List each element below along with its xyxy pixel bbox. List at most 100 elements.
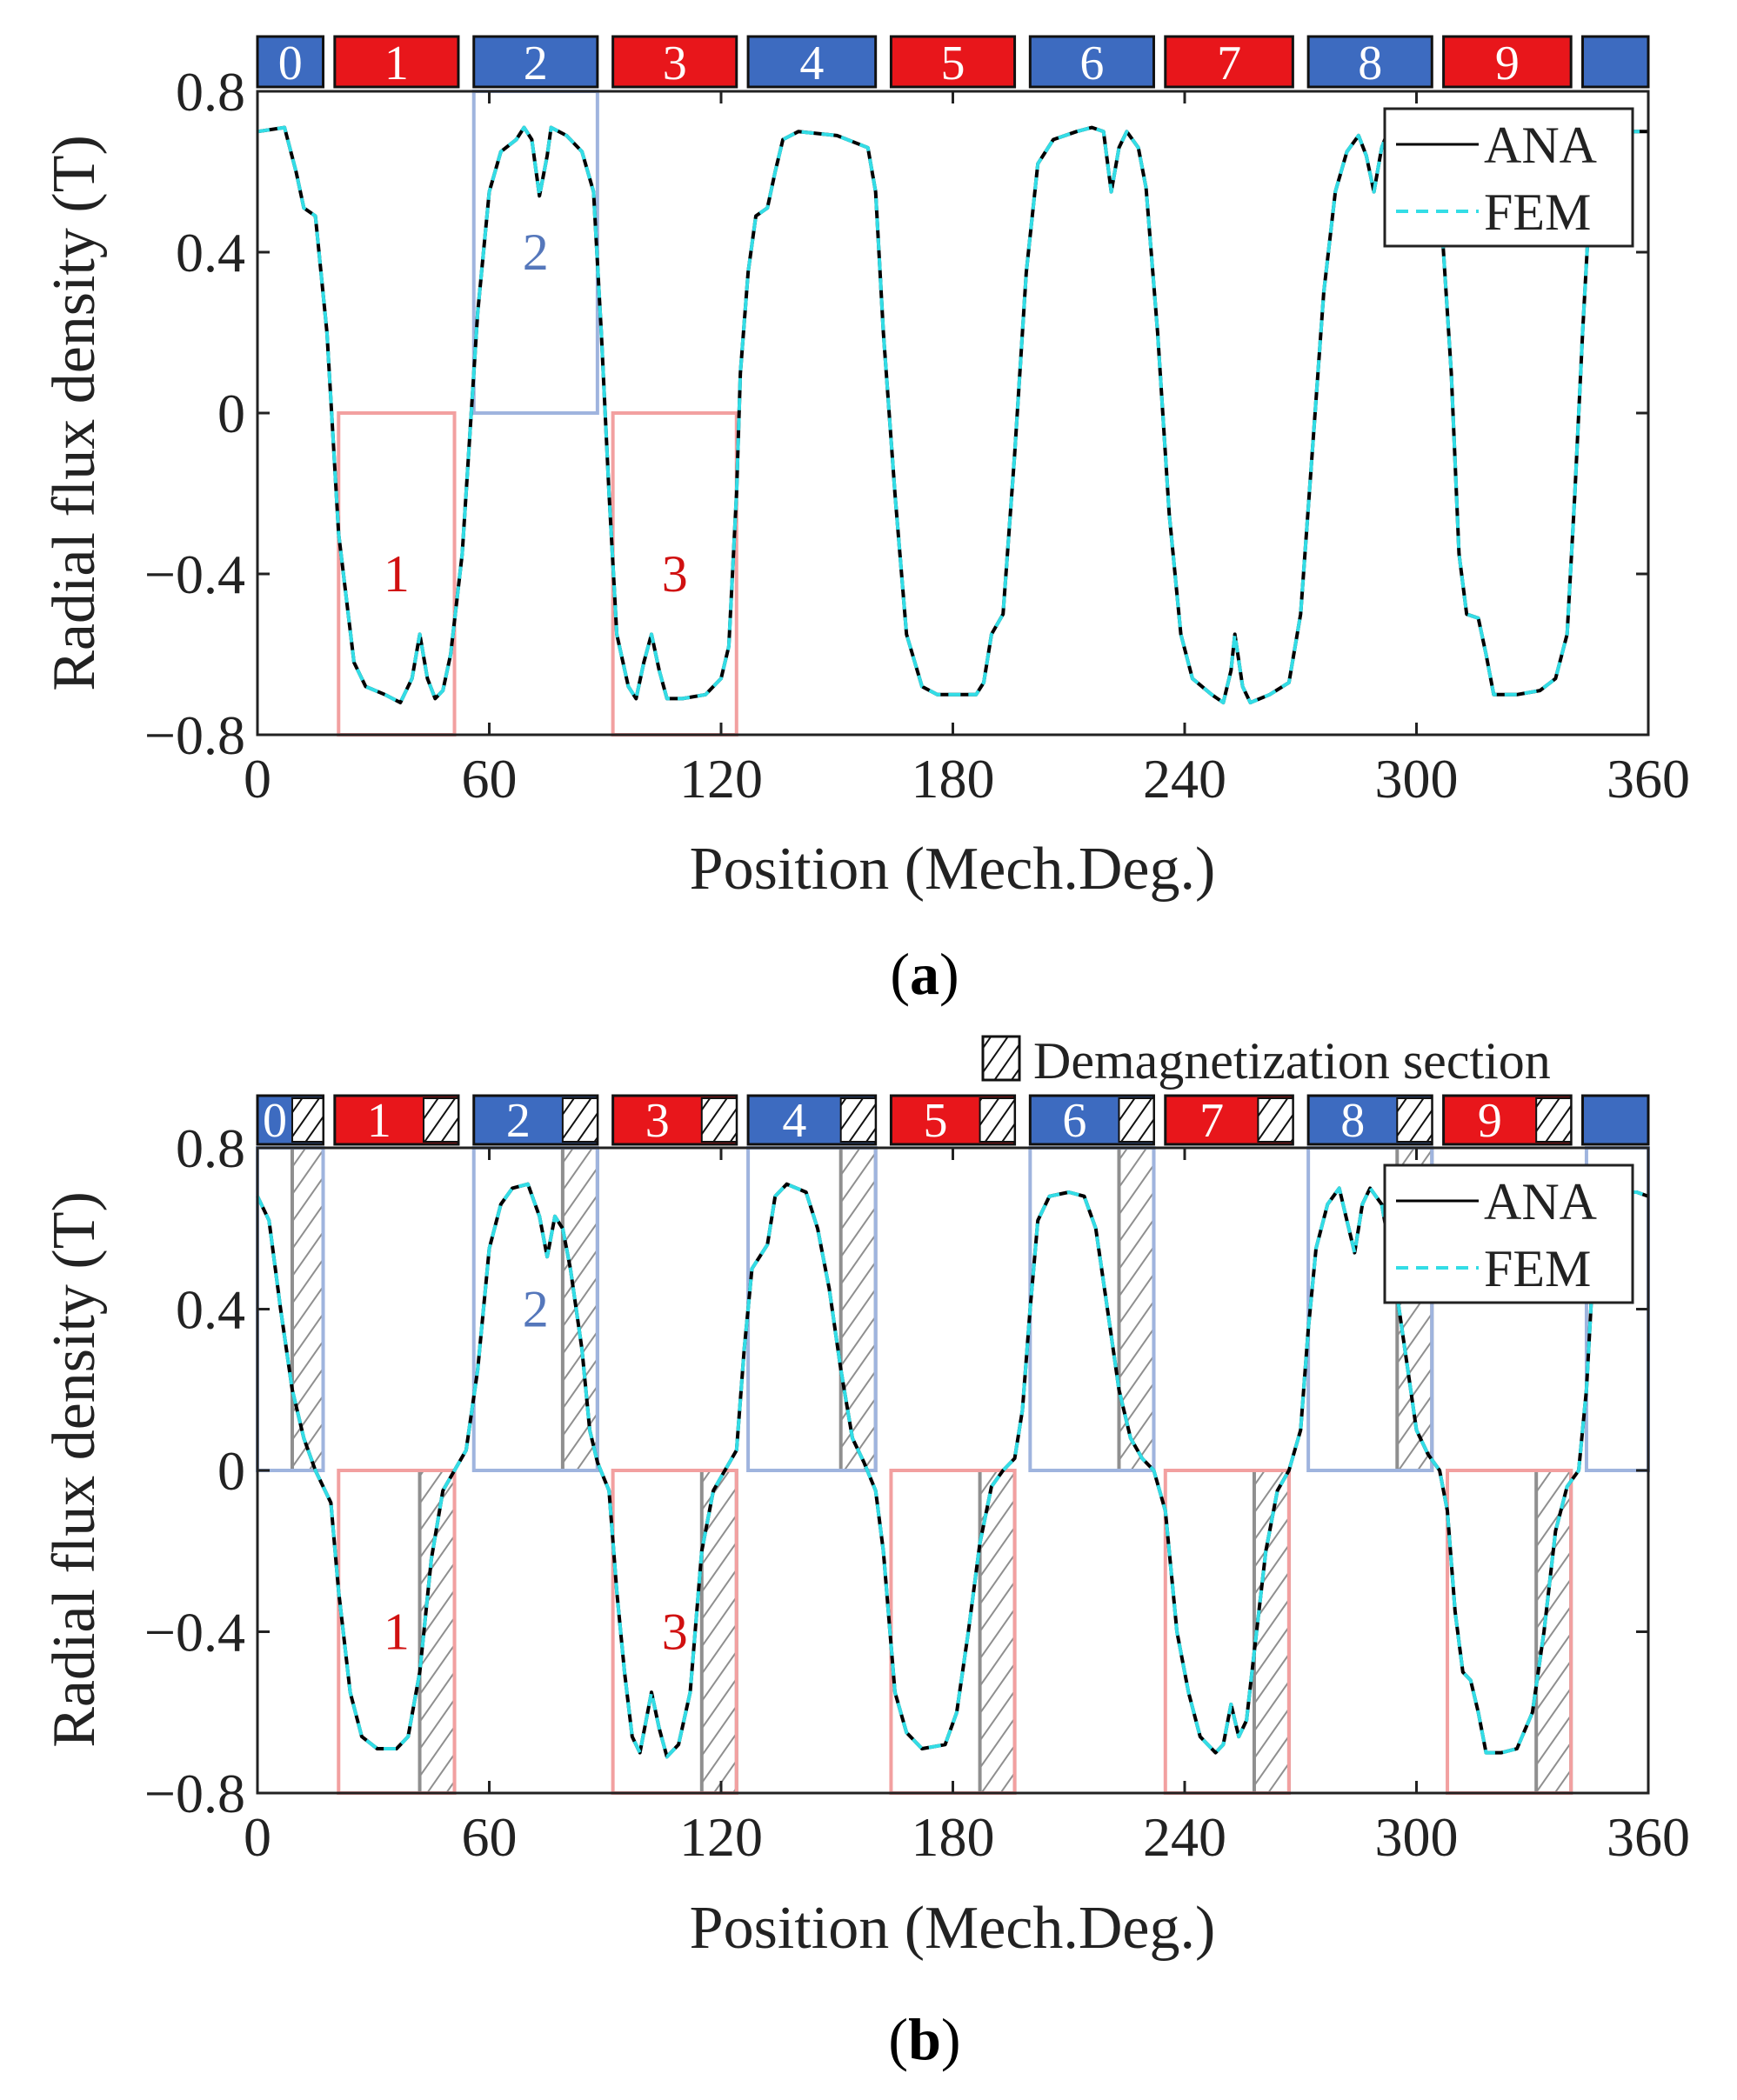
x-tick-label: 60: [462, 1806, 518, 1868]
pole-number: 9: [1478, 1094, 1502, 1148]
pole-block-3: [611, 35, 738, 89]
demag-legend: Demagnetization section: [981, 1032, 1551, 1090]
y-tick-label: 0.8: [176, 1117, 245, 1179]
pole-block-7: [1164, 35, 1294, 89]
panel-b: Demagnetization section 0 1 2 3 4 5 6 7 8 9 1 2 3 0…: [41, 1032, 1690, 2072]
region-box-label: 2: [523, 223, 549, 281]
y-tick-label: −0.8: [144, 1763, 245, 1824]
legend-b: ANA FEM: [1383, 1163, 1634, 1304]
pole-block-0: [256, 35, 325, 89]
pole-block-end: [1580, 1094, 1650, 1146]
axis-ticks-a: 0 60 120 180 240 300 360 0.8 0.4 0 −0.4 −0.8: [144, 61, 1690, 810]
legend-fem-label-a: FEM: [1484, 183, 1591, 241]
pole-number: 2: [524, 37, 548, 90]
pole-block-1: [333, 35, 460, 89]
demag-section: [838, 1146, 878, 1472]
axis-ticks-b: 0 60 120 180 240 300 360 0.8 0.4 0 −0.4 −0.8: [144, 1117, 1690, 1868]
caption-b: (b): [888, 2006, 960, 2072]
pole-demag-hatch: [839, 1097, 877, 1143]
demag-section: [1534, 1469, 1573, 1795]
demag-legend-swatch: [981, 1035, 1021, 1082]
pole-demag-hatch: [979, 1097, 1016, 1143]
legend-fem-label-b: FEM: [1484, 1240, 1591, 1297]
pole-demag-hatch: [1396, 1097, 1433, 1143]
caption-b-letter: b: [908, 2006, 941, 2072]
demag-section: [978, 1469, 1017, 1795]
pole-demag-hatch: [700, 1097, 738, 1143]
caption-a-close: ): [939, 941, 959, 1007]
caption-a-letter: a: [910, 941, 939, 1007]
pole-block-5: [889, 35, 1017, 89]
caption-b-open: (: [888, 2006, 908, 2072]
pole-demag-hatch: [561, 1097, 598, 1143]
region-box-label: 3: [662, 1603, 688, 1661]
pole-number: 3: [663, 37, 687, 90]
pole-number: 4: [799, 37, 824, 90]
x-axis-title-b: Position (Mech.Deg.): [690, 1895, 1216, 1962]
legend-box-a: [1383, 107, 1634, 248]
pole-strip-b: 0 1 2 3 4 5 6 7 8 9: [256, 1094, 1650, 1148]
y-tick-label: 0.4: [176, 222, 245, 283]
y-tick-label: −0.8: [144, 704, 245, 766]
region-box-label: 1: [384, 1603, 410, 1661]
x-axis-title-a: Position (Mech.Deg.): [690, 836, 1216, 903]
x-tick-label: 180: [912, 748, 995, 810]
pole-block-2: [472, 35, 599, 89]
y-axis-title-a: Radial flux density (T): [41, 135, 108, 691]
y-tick-label: 0.4: [176, 1279, 245, 1341]
pole-number: 5: [941, 37, 965, 90]
x-tick-label: 120: [679, 1806, 763, 1868]
pole-demag-hatch: [1257, 1097, 1294, 1143]
x-tick-label: 360: [1607, 1806, 1690, 1868]
caption-a-open: (: [890, 941, 910, 1007]
x-tick-label: 180: [912, 1806, 995, 1868]
y-tick-label: 0: [217, 383, 245, 444]
pole-block-4: [746, 35, 878, 89]
demag-section: [290, 1146, 325, 1472]
x-tick-label: 0: [244, 1806, 271, 1868]
y-axis-title-b: Radial flux density (T): [41, 1191, 108, 1748]
pole-number: 4: [782, 1094, 806, 1148]
pole-number: 0: [278, 37, 303, 90]
pole-number: 5: [924, 1094, 948, 1148]
demag-section: [560, 1146, 599, 1472]
pole-number: 0: [263, 1094, 287, 1148]
y-tick-label: −0.4: [144, 543, 245, 605]
y-tick-label: 0: [217, 1440, 245, 1502]
pole-number: 6: [1062, 1094, 1086, 1148]
pole-number: 3: [645, 1094, 670, 1148]
y-tick-label: 0.8: [176, 61, 245, 123]
pole-strip-a: 0 1 2 3 4 5 6 7 8 9: [256, 35, 1650, 90]
legend-box-b: [1383, 1163, 1634, 1304]
legend-ana-label-a: ANA: [1484, 117, 1597, 174]
pole-demag-hatch: [1535, 1097, 1573, 1143]
pole-block-end: [1580, 35, 1650, 89]
x-tick-label: 360: [1607, 748, 1690, 810]
demag-legend-label: Demagnetization section: [1033, 1032, 1551, 1090]
pole-number: 1: [367, 1094, 391, 1148]
pole-demag-hatch: [291, 1097, 324, 1143]
pole-demag-hatch: [422, 1097, 459, 1143]
x-tick-label: 60: [462, 748, 518, 810]
pole-block-6: [1028, 35, 1155, 89]
pole-number: 8: [1358, 37, 1382, 90]
pole-number: 8: [1340, 1094, 1365, 1148]
x-tick-label: 300: [1375, 748, 1459, 810]
x-tick-label: 240: [1143, 1806, 1226, 1868]
pole-number: 7: [1217, 37, 1241, 90]
caption-b-close: ): [941, 2006, 961, 2072]
demag-section: [1117, 1146, 1156, 1472]
region-boxes-b: 1 2 3: [256, 1146, 1651, 1795]
y-tick-label: −0.4: [144, 1602, 245, 1663]
series-fem-line: [256, 1182, 1649, 1759]
region-box-label: 2: [523, 1281, 549, 1338]
pole-number: 6: [1079, 37, 1104, 90]
pole-number: 7: [1199, 1094, 1224, 1148]
x-tick-label: 120: [679, 748, 763, 810]
caption-a: (a): [890, 941, 959, 1007]
x-tick-label: 300: [1375, 1806, 1459, 1868]
legend-ana-label-b: ANA: [1484, 1173, 1597, 1230]
legend-a: ANA FEM: [1383, 107, 1634, 248]
